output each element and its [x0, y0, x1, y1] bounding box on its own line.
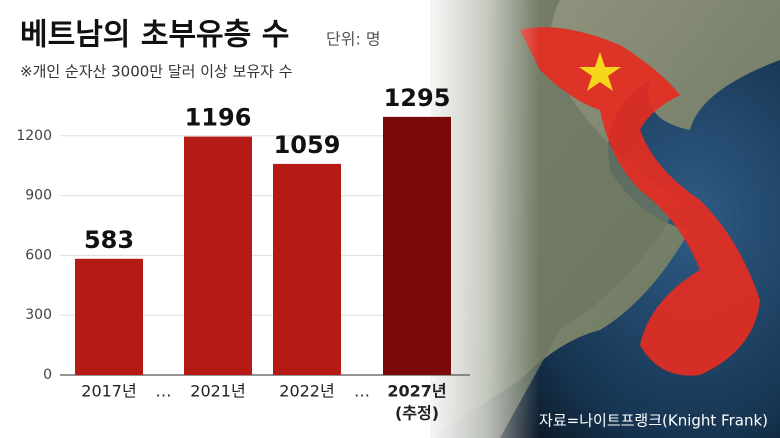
y-tick-label: 0 — [43, 367, 52, 383]
chart-title: 베트남의 초부유층 수 — [20, 18, 289, 53]
source-note: 자료=나이트프랭크(Knight Frank) — [539, 412, 768, 430]
flag-star — [579, 52, 621, 91]
value-label: 583 — [84, 226, 134, 254]
bar — [383, 116, 451, 375]
vietnam-shape — [520, 27, 760, 376]
map-illustration — [420, 0, 780, 438]
bar — [75, 258, 143, 375]
y-tick-label: 300 — [25, 307, 52, 323]
x-tick-label: 2022년 — [279, 382, 334, 401]
bar — [184, 136, 252, 375]
x-tick-label: 2021년 — [190, 382, 245, 401]
value-label: 1059 — [274, 131, 341, 159]
y-tick-label: 900 — [25, 188, 52, 204]
unit-label: 단위: 명 — [326, 30, 381, 49]
y-tick-label: 600 — [25, 247, 52, 263]
x-tick-label: 2027년 — [387, 382, 446, 401]
x-tick-label: 2017년 — [81, 382, 136, 401]
gap-marker: … — [354, 382, 370, 401]
gap-marker: … — [156, 382, 172, 401]
bar — [273, 163, 341, 375]
x-tick-note: (추정) — [395, 404, 439, 423]
value-label: 1196 — [185, 104, 252, 132]
value-label: 1295 — [384, 84, 451, 112]
y-tick-label: 1200 — [16, 128, 52, 144]
chart-subtitle: ※개인 순자산 3000만 달러 이상 보유자 수 — [20, 63, 293, 81]
